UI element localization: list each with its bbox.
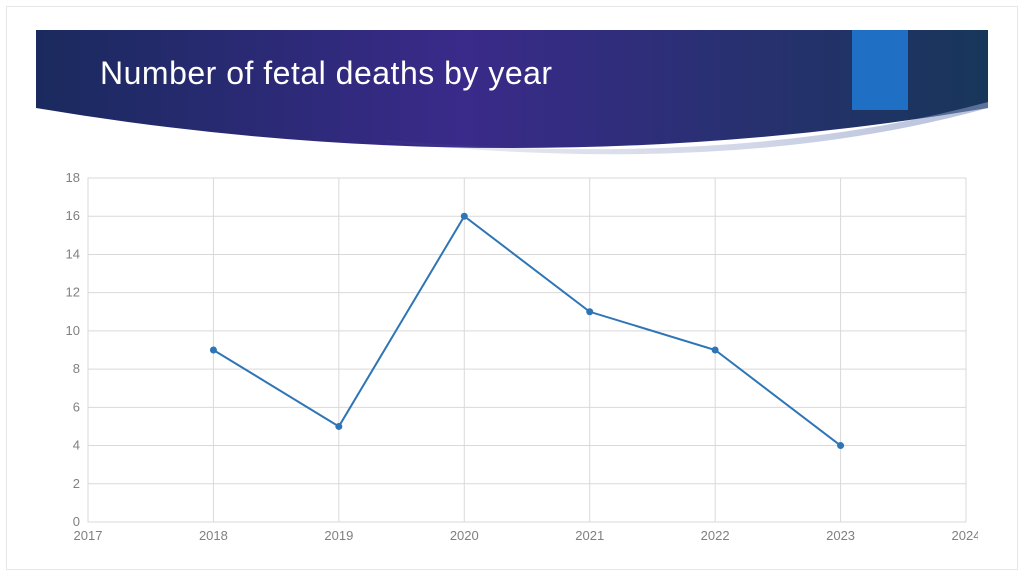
x-tick-label: 2018 [199, 528, 228, 543]
data-marker [837, 442, 844, 449]
y-tick-label: 8 [73, 361, 80, 376]
data-marker [586, 308, 593, 315]
data-marker [712, 347, 719, 354]
y-tick-label: 12 [66, 285, 80, 300]
x-tick-label: 2022 [701, 528, 730, 543]
y-tick-label: 14 [66, 246, 80, 261]
data-marker [210, 347, 217, 354]
header-banner [36, 30, 988, 165]
data-marker [461, 213, 468, 220]
header-shape [36, 30, 988, 180]
ribbon-accent [852, 30, 908, 110]
y-tick-label: 0 [73, 514, 80, 529]
plot-border [88, 178, 966, 522]
y-tick-label: 18 [66, 170, 80, 185]
y-tick-label: 4 [73, 438, 80, 453]
page-title: Number of fetal deaths by year [100, 55, 553, 92]
x-tick-label: 2024 [952, 528, 978, 543]
x-tick-label: 2019 [324, 528, 353, 543]
x-tick-label: 2020 [450, 528, 479, 543]
x-tick-label: 2021 [575, 528, 604, 543]
line-chart: 2017 2018 2019 2020 2021 2022 2023 2024 0 2 4 6 8 10 1… [50, 170, 978, 550]
y-tick-label: 16 [66, 208, 80, 223]
data-marker [335, 423, 342, 430]
y-tick-label: 6 [73, 399, 80, 414]
y-tick-label: 10 [66, 323, 80, 338]
x-tick-label: 2017 [74, 528, 103, 543]
y-tick-label: 2 [73, 476, 80, 491]
x-tick-label: 2023 [826, 528, 855, 543]
